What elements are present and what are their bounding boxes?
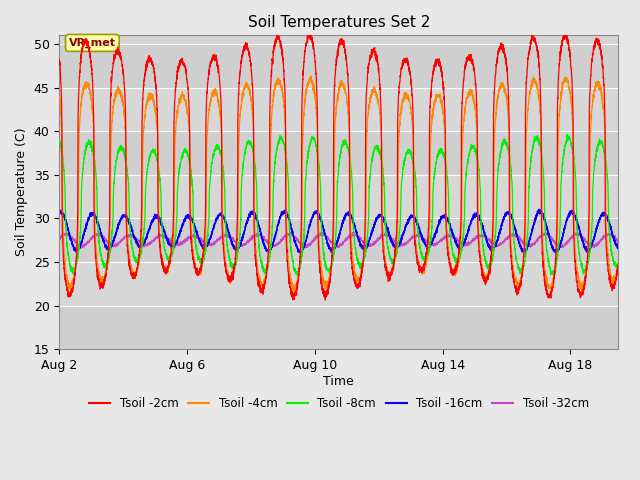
Tsoil -4cm	[486, 269, 493, 275]
Line: Tsoil -8cm: Tsoil -8cm	[60, 134, 618, 275]
Tsoil -2cm	[295, 274, 303, 280]
Bar	[60, 88, 618, 131]
Tsoil -32cm	[79, 245, 86, 251]
Tsoil -16cm	[415, 227, 423, 232]
Tsoil -16cm	[535, 206, 543, 212]
Line: Tsoil -32cm: Tsoil -32cm	[60, 232, 618, 248]
Tsoil -16cm	[614, 244, 622, 250]
Bar	[60, 175, 618, 218]
Tsoil -4cm	[291, 289, 298, 295]
Tsoil -32cm	[295, 240, 303, 245]
Tsoil -2cm	[115, 48, 123, 54]
Tsoil -32cm	[614, 240, 622, 245]
Line: Tsoil -2cm: Tsoil -2cm	[60, 32, 618, 300]
Bar	[60, 306, 618, 349]
Tsoil -8cm	[563, 132, 571, 137]
Tsoil -32cm	[56, 236, 63, 242]
Tsoil -4cm	[295, 273, 303, 278]
Tsoil -16cm	[295, 248, 303, 254]
Tsoil -8cm	[115, 146, 123, 152]
Tsoil -2cm	[561, 29, 569, 35]
Tsoil -8cm	[415, 241, 423, 247]
Tsoil -16cm	[559, 232, 567, 238]
Bar	[60, 262, 618, 306]
Tsoil -4cm	[273, 77, 280, 83]
Title: Soil Temperatures Set 2: Soil Temperatures Set 2	[248, 15, 430, 30]
Bar	[60, 44, 618, 88]
Tsoil -4cm	[307, 73, 315, 79]
Tsoil -4cm	[115, 88, 123, 94]
Tsoil -2cm	[559, 34, 567, 40]
Tsoil -4cm	[614, 263, 622, 269]
Tsoil -16cm	[521, 251, 529, 256]
Tsoil -32cm	[63, 229, 70, 235]
Tsoil -8cm	[486, 263, 493, 268]
Legend: Tsoil -2cm, Tsoil -4cm, Tsoil -8cm, Tsoil -16cm, Tsoil -32cm: Tsoil -2cm, Tsoil -4cm, Tsoil -8cm, Tsoi…	[84, 393, 593, 415]
Bar	[60, 131, 618, 175]
Tsoil -32cm	[486, 236, 493, 242]
Tsoil -2cm	[321, 297, 329, 303]
Tsoil -8cm	[273, 149, 280, 155]
Tsoil -8cm	[295, 269, 303, 275]
Bar	[60, 218, 618, 262]
Y-axis label: Soil Temperature (C): Soil Temperature (C)	[15, 128, 28, 256]
Tsoil -32cm	[559, 244, 567, 250]
Line: Tsoil -16cm: Tsoil -16cm	[60, 209, 618, 253]
Text: VR_met: VR_met	[69, 38, 116, 48]
Tsoil -4cm	[56, 93, 63, 99]
Tsoil -2cm	[415, 266, 423, 272]
Tsoil -2cm	[486, 271, 493, 277]
Tsoil -2cm	[56, 57, 63, 62]
Tsoil -16cm	[56, 209, 63, 215]
Tsoil -32cm	[115, 240, 123, 245]
Tsoil -32cm	[273, 242, 281, 248]
Tsoil -16cm	[486, 242, 493, 248]
Tsoil -8cm	[56, 137, 63, 143]
Tsoil -8cm	[614, 260, 622, 266]
Tsoil -16cm	[115, 221, 123, 227]
Line: Tsoil -4cm: Tsoil -4cm	[60, 76, 618, 292]
Tsoil -8cm	[559, 155, 567, 161]
Tsoil -4cm	[559, 80, 567, 85]
Tsoil -2cm	[614, 261, 622, 267]
Tsoil -32cm	[415, 233, 423, 239]
Tsoil -16cm	[273, 227, 280, 233]
Tsoil -2cm	[273, 34, 280, 39]
Tsoil -4cm	[415, 264, 423, 270]
Tsoil -8cm	[547, 272, 555, 277]
X-axis label: Time: Time	[323, 374, 354, 388]
